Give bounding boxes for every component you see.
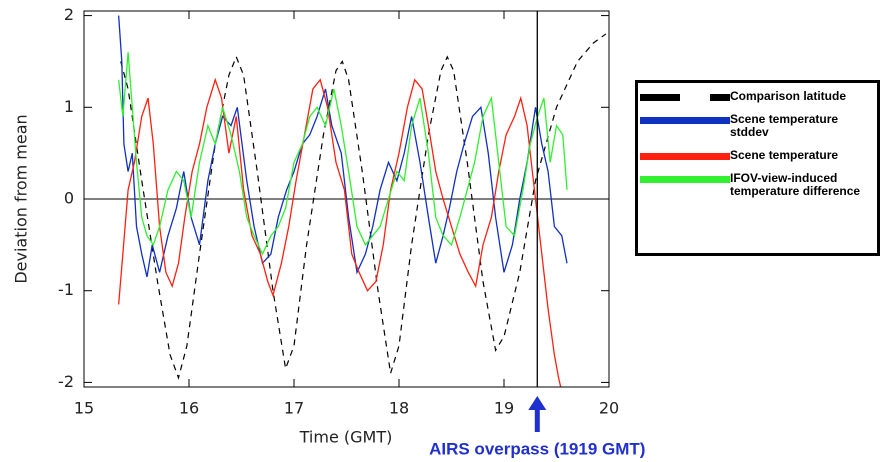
x-tick-label: 17 [284, 399, 304, 418]
legend-label: IFOV-view-induced temperature difference [730, 171, 861, 198]
y-tick-label: 0 [64, 189, 74, 208]
legend-label: Comparison latitude [730, 89, 847, 103]
plot-frame [83, 10, 610, 388]
series-line [118, 77, 562, 387]
x-axis-label: Time (GMT) [299, 428, 393, 447]
series-line [118, 52, 568, 256]
x-tick-label: 16 [179, 399, 199, 418]
overpass-arrowhead [528, 396, 547, 410]
x-tick-label: 18 [389, 399, 409, 418]
legend-swatch [640, 176, 730, 183]
legend-swatch [640, 117, 730, 124]
legend-entry: Scene temperature [640, 149, 875, 162]
series-line [120, 33, 607, 380]
y-tick-label: 2 [64, 5, 74, 24]
legend-entry: IFOV-view-induced temperature difference [640, 172, 875, 198]
legend: Comparison latitude Scene temperature std… [635, 80, 880, 256]
y-tick-label: -1 [58, 280, 74, 299]
y-tick-label: -2 [58, 372, 74, 391]
legend-entry: Comparison latitude [640, 90, 875, 103]
legend-swatch [640, 153, 730, 160]
legend-label: Scene temperature [730, 148, 839, 162]
y-tick-label: 1 [64, 97, 74, 116]
x-tick-label: 20 [599, 399, 619, 418]
x-tick-label: 15 [74, 399, 94, 418]
data-lines [118, 15, 607, 387]
legend-entry: Scene temperature stddev [640, 113, 875, 139]
x-tick-label: 19 [494, 399, 514, 418]
series-line [118, 15, 568, 278]
legend-swatch [640, 94, 730, 101]
overpass-label: AIRS overpass (1919 GMT) [429, 439, 645, 458]
legend-label: Scene temperature stddev [730, 112, 839, 139]
y-axis-label: Deviation from mean [12, 114, 31, 283]
